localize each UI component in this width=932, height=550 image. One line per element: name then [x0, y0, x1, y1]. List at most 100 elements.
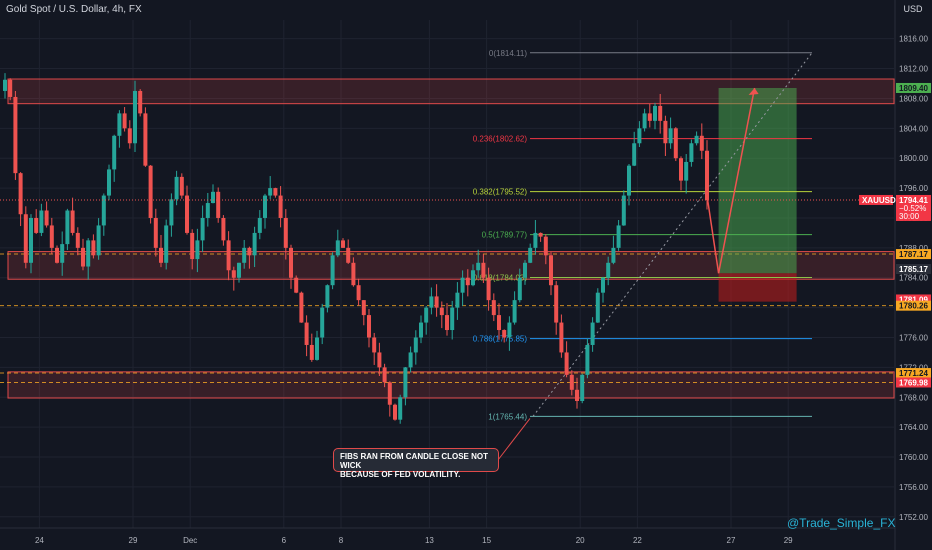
- candle-body: [294, 277, 299, 293]
- candle-body: [153, 217, 158, 248]
- x-tick-label: 24: [35, 536, 44, 545]
- candle-body: [533, 232, 538, 248]
- candle-body: [143, 113, 148, 166]
- candle-body: [96, 225, 101, 256]
- fib-label-fib_0786: 0.786(1775.85): [473, 335, 528, 344]
- candle-body: [564, 352, 569, 375]
- candle-body: [429, 296, 434, 308]
- currency-label[interactable]: USD: [903, 4, 923, 14]
- candle-body: [268, 188, 273, 196]
- candle-body: [559, 322, 564, 353]
- x-tick-label: 22: [633, 536, 642, 545]
- candle-body: [413, 337, 418, 353]
- candle-body: [439, 307, 444, 316]
- candle-body: [273, 188, 278, 196]
- candle-body: [13, 96, 18, 174]
- zone-demand-lower: [7, 371, 895, 399]
- price-tag: [896, 263, 931, 274]
- candle-body: [299, 292, 304, 323]
- candle-body: [621, 195, 626, 226]
- candle-body: [205, 203, 210, 218]
- candle-body: [512, 300, 517, 323]
- candle-body: [668, 128, 673, 144]
- price-tag-label: 1780.26: [899, 302, 928, 311]
- candle-body: [705, 150, 709, 201]
- candle-body: [117, 113, 122, 136]
- candle-body: [476, 262, 481, 271]
- y-tick-label: 1812.00: [899, 65, 928, 74]
- candle-body: [481, 262, 486, 278]
- candle-body: [315, 337, 319, 360]
- candle-body: [107, 169, 111, 196]
- candle-body: [642, 113, 647, 129]
- candle-body: [585, 344, 590, 375]
- candle-body: [91, 240, 96, 256]
- candle-body: [169, 199, 174, 226]
- x-tick-label: 27: [727, 536, 736, 545]
- candle-body: [226, 240, 231, 271]
- symbol-tag-label: XAUUSD: [862, 196, 896, 205]
- candle-body: [159, 247, 163, 263]
- candle-body: [242, 247, 247, 263]
- fib-label-fib_0382: 0.382(1795.52): [473, 188, 528, 197]
- projection-up: [717, 87, 756, 274]
- candle-body: [320, 307, 325, 338]
- symbol-title[interactable]: Gold Spot / U.S. Dollar, 4h, FX: [6, 4, 142, 15]
- candle-body: [335, 240, 340, 256]
- candle-body: [23, 214, 28, 263]
- candle-body: [185, 195, 189, 233]
- candle-body: [325, 285, 330, 308]
- candle-body: [523, 262, 527, 278]
- candle-body: [247, 247, 252, 256]
- candle-body: [60, 244, 65, 263]
- candle-body: [491, 300, 496, 316]
- price-tag: [896, 377, 931, 388]
- candle-body: [408, 352, 413, 368]
- candle-body: [138, 90, 143, 114]
- candle-body: [278, 195, 283, 218]
- candle-body: [632, 143, 637, 166]
- candle-body: [627, 165, 631, 196]
- candle-body: [403, 367, 408, 398]
- y-tick-label: 1760.00: [899, 453, 928, 462]
- candle-body: [679, 158, 683, 181]
- x-tick-label: 29: [784, 536, 793, 545]
- y-tick-label: 1776.00: [899, 334, 928, 343]
- candle-body: [200, 217, 205, 241]
- candle-body: [653, 105, 657, 121]
- annotation-pointer: [497, 418, 531, 461]
- candle-body: [398, 397, 403, 420]
- price-tag: [896, 249, 931, 260]
- candle-body: [304, 322, 309, 345]
- y-tick-label: 1788.00: [899, 244, 928, 253]
- candle-body: [372, 337, 377, 353]
- x-tick-label: 20: [576, 536, 585, 545]
- candle-body: [257, 217, 262, 233]
- y-tick-label: 1772.00: [899, 363, 928, 372]
- price-tag-label: 1787.17: [899, 250, 928, 259]
- candle-body: [424, 307, 429, 323]
- y-tick-label: 1804.00: [899, 124, 928, 133]
- candle-body: [575, 389, 579, 401]
- candle-body: [658, 105, 663, 121]
- candle-body: [65, 210, 70, 245]
- candle-body: [569, 374, 574, 390]
- watermark: @Trade_Simple_FX: [787, 516, 896, 530]
- candle-body: [309, 344, 314, 360]
- candle-body: [18, 173, 23, 215]
- y-tick-label: 1784.00: [899, 274, 928, 283]
- candle-body: [590, 322, 595, 345]
- candle-body: [543, 236, 548, 256]
- candle-body: [112, 135, 117, 170]
- y-tick-label: 1796.00: [899, 184, 928, 193]
- projection-down: [706, 195, 720, 274]
- annotation-callout: FIBS RAN FROM CANDLE CLOSE NOT WICK BECA…: [333, 448, 499, 479]
- y-tick-label: 1752.00: [899, 513, 928, 522]
- candle-body: [377, 352, 382, 368]
- candle-body: [699, 135, 704, 151]
- price-tag-label: 1809.40: [899, 84, 928, 93]
- candle-body: [450, 307, 455, 331]
- candle-body: [190, 232, 195, 260]
- candle-body: [616, 225, 621, 248]
